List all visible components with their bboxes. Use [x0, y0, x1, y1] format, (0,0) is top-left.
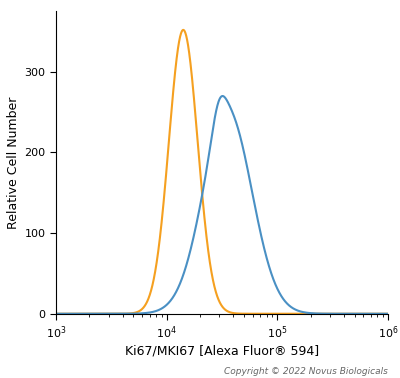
Text: Copyright © 2022 Novus Biologicals: Copyright © 2022 Novus Biologicals	[224, 367, 388, 376]
X-axis label: Ki67/MKI67 [Alexa Fluor® 594]: Ki67/MKI67 [Alexa Fluor® 594]	[125, 345, 319, 358]
Y-axis label: Relative Cell Number: Relative Cell Number	[7, 96, 20, 229]
